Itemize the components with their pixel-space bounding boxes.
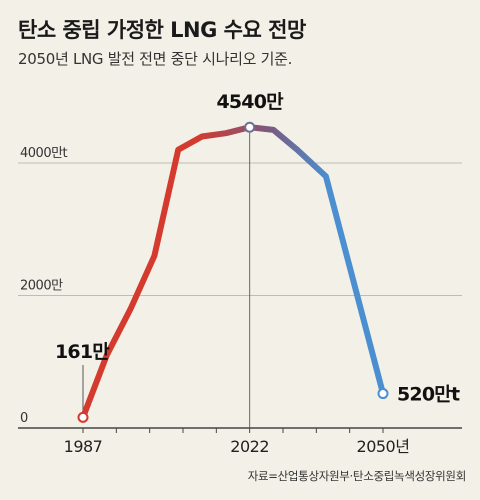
x-tick-label: 2022 [230,437,269,456]
x-tick-label: 1987 [64,437,103,456]
data-point-marker [77,411,89,423]
data-label-2022: 4540만 [216,91,284,113]
y-tick-label: 4000만t [20,146,68,161]
y-tick-label: 0 [20,411,28,426]
data-point-marker [244,121,256,133]
data-label-2050: 520만t [397,384,460,406]
y-tick-label: 2000만 [20,279,63,294]
data-label-1987: 161만 [55,341,110,363]
source-note: 자료=산업통상자원부·탄소중립녹색성장위원회 [247,469,467,483]
chart-title: 탄소 중립 가정한 LNG 수요 전망 [18,18,306,42]
chart-subtitle: 2050년 LNG 발전 전면 중단 시나리오 기준. [18,50,293,68]
data-point-marker [377,388,389,400]
series-line [80,124,386,421]
x-tick-label: 2050년 [357,437,410,456]
